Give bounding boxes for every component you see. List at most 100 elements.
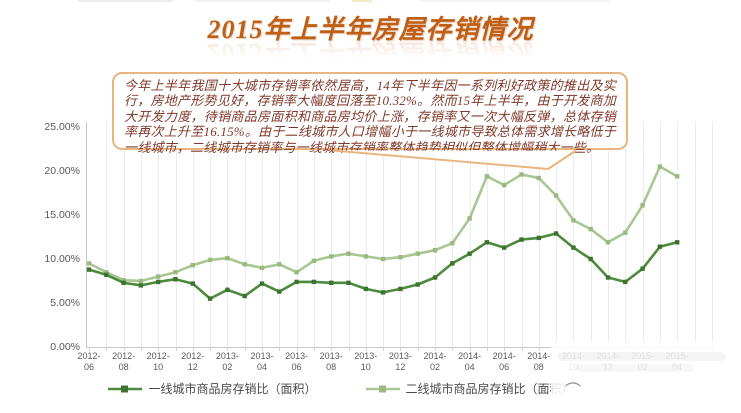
legend-item-tier2-cities: 二线城市商品房存销比（面积）	[365, 380, 574, 397]
gridline	[538, 122, 540, 347]
x-axis-label: 2014- 08	[527, 351, 551, 372]
gridline	[331, 122, 333, 347]
x-axis-label: 2013- 08	[319, 351, 343, 372]
gridline	[608, 122, 609, 347]
y-axis-label: 25.00%	[44, 121, 80, 133]
gridline	[677, 122, 679, 347]
y-axis-line	[86, 122, 87, 347]
data-point-marker	[86, 267, 92, 272]
top-edge-artifact	[352, 0, 372, 2]
axis-tick	[365, 347, 367, 351]
legend-line-marker-tier2	[365, 385, 400, 392]
gridline	[262, 122, 263, 347]
y-axis-label: 20.00%	[44, 165, 80, 177]
gridline	[123, 122, 125, 347]
axis-tick	[192, 347, 194, 351]
axis-tick	[89, 347, 90, 351]
gridline	[694, 122, 696, 347]
axis-tick	[521, 347, 523, 351]
x-axis-line	[86, 347, 712, 348]
y-axis-label: 0.00%	[50, 341, 80, 353]
x-axis-label: 2013- 12	[388, 351, 412, 372]
chart-legend: 一线城市商品房存销比（面积） 二线城市商品房存销比（面积）	[0, 380, 681, 397]
x-axis-label: 2014- 02	[423, 351, 447, 372]
gridline	[625, 122, 627, 347]
x-axis-label: 2013- 02	[215, 351, 239, 372]
top-edge-artifact	[78, 0, 173, 2]
gridline	[192, 122, 194, 347]
axis-tick	[348, 347, 350, 351]
axis-tick	[106, 347, 108, 351]
legend-line-marker-tier1	[108, 385, 143, 392]
axis-tick	[417, 347, 419, 351]
axis-tick	[452, 347, 454, 351]
gridline	[504, 122, 506, 347]
gridline	[556, 122, 558, 347]
watermark-smudge	[551, 341, 741, 413]
axis-tick	[175, 347, 177, 351]
axis-tick	[158, 347, 160, 351]
x-axis-label: 2014- 04	[458, 351, 482, 372]
y-axis-label: 10.00%	[44, 253, 80, 265]
axis-tick	[400, 347, 402, 351]
x-axis-label: 2013- 04	[250, 351, 274, 372]
axis-tick	[296, 347, 298, 351]
axis-tick	[538, 347, 540, 351]
y-axis-label: 5.00%	[50, 297, 80, 309]
x-axis-label: 2013- 06	[285, 351, 309, 372]
x-axis-label: 2012- 10	[146, 351, 170, 372]
axis-tick	[227, 347, 229, 351]
data-point-marker	[86, 261, 92, 266]
gridline	[469, 122, 471, 347]
axis-tick	[140, 347, 142, 351]
axis-tick	[331, 347, 333, 351]
gridline	[452, 122, 454, 347]
gridline	[210, 122, 212, 347]
axis-tick	[504, 347, 506, 351]
x-axis-label: 2012- 08	[112, 351, 136, 372]
axis-tick	[123, 347, 125, 351]
chart-title: 2015年上半年房屋存销情况	[207, 15, 534, 44]
axis-tick	[210, 347, 212, 351]
gridline	[383, 122, 385, 347]
gridline	[313, 122, 315, 347]
axis-tick	[469, 347, 471, 351]
gridline	[659, 122, 661, 347]
axis-tick	[435, 347, 436, 351]
x-axis-label: 2012- 12	[181, 351, 205, 372]
x-axis-label: 2013- 10	[354, 351, 378, 372]
chart-title-reflection: 2015年上半年房屋存销情况	[207, 38, 534, 68]
axis-tick	[262, 347, 263, 351]
gridline	[521, 122, 523, 347]
gridline	[175, 122, 177, 347]
gridline	[279, 122, 281, 347]
smudge-streak	[558, 352, 726, 361]
x-axis-label: 2014- 06	[492, 351, 516, 372]
y-axis-label: 15.00%	[44, 209, 80, 221]
top-edge-artifact	[420, 0, 610, 2]
top-edge-artifact	[195, 0, 330, 2]
x-axis-label: 2012- 06	[77, 351, 101, 372]
gridline	[590, 122, 592, 347]
gridline	[140, 122, 142, 347]
gridline	[348, 122, 350, 347]
gridline	[106, 122, 108, 347]
gridline	[435, 122, 436, 347]
axis-tick	[486, 347, 488, 351]
gridline	[642, 122, 644, 347]
axis-tick	[313, 347, 315, 351]
title-block: 2015年上半年房屋存销情况 2015年上半年房屋存销情况	[0, 15, 741, 68]
axis-tick	[279, 347, 281, 351]
gridline	[400, 122, 402, 347]
gridline	[244, 122, 246, 347]
smudge-streak	[576, 364, 694, 372]
legend-label-tier1: 一线城市商品房存销比（面积）	[148, 382, 317, 396]
annotation-text: 今年上半年我国十大城市存销率依然居高，14年下半年因一系列利好政策的推出及实行，…	[124, 78, 616, 155]
gridline	[573, 122, 575, 347]
smudge-squiggle-mark: ⌒	[565, 381, 582, 400]
gridline	[711, 122, 713, 347]
gridline	[417, 122, 419, 347]
axis-tick	[244, 347, 246, 351]
gridline	[227, 122, 229, 347]
